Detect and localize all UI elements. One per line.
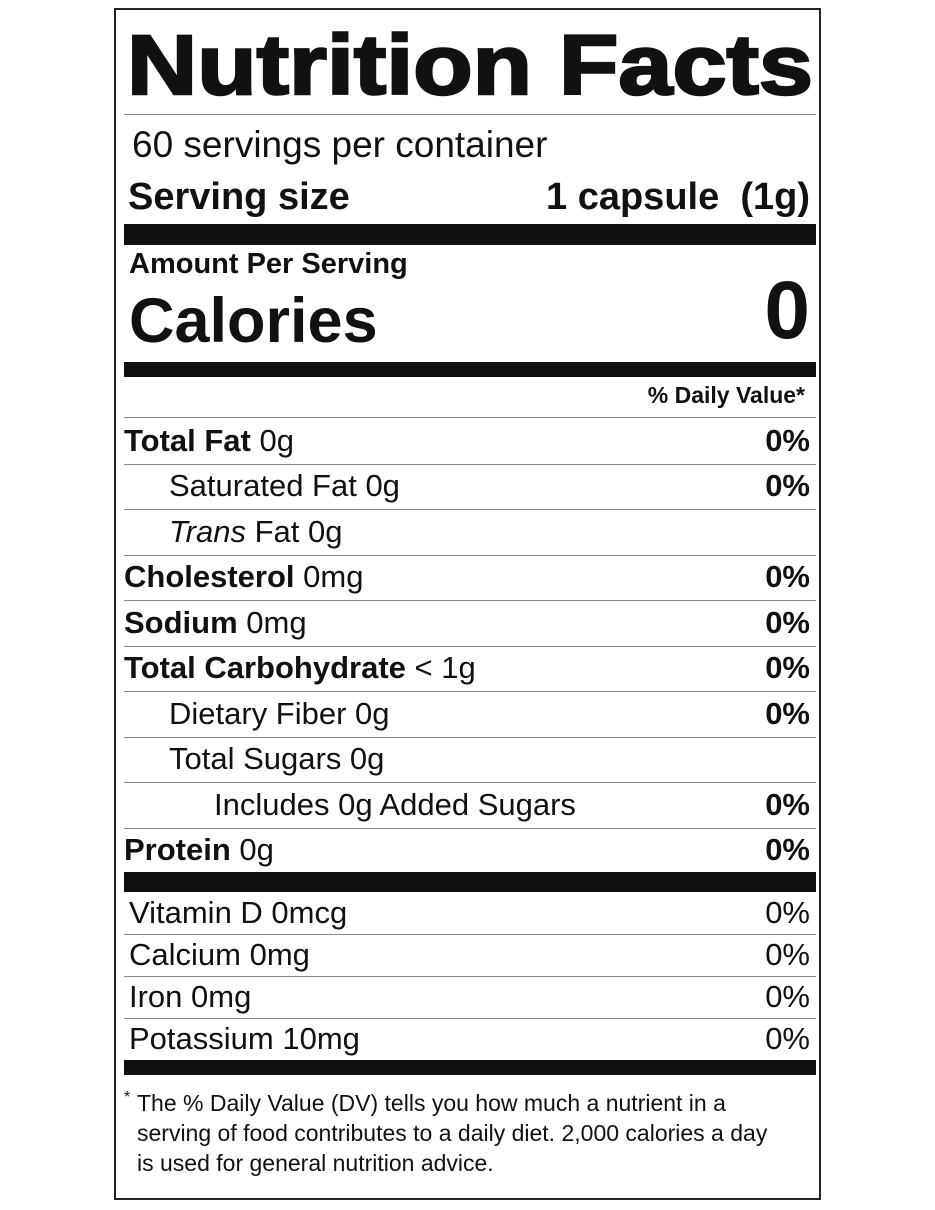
nutrient-amount: 0mg	[303, 559, 364, 595]
label-border	[114, 8, 821, 1200]
nutrient-dv: 0%	[765, 468, 810, 504]
nutrient-label: Saturated Fat 0g	[169, 468, 400, 504]
nutrient-amount: 0g	[239, 832, 274, 868]
nutrient-name-bold: Total Carbohydrate	[124, 650, 406, 686]
nutrient-dv: 0%	[765, 786, 810, 822]
rule	[124, 463, 816, 465]
nutrient-row: Saturated Fat 0g 0%	[124, 464, 810, 510]
vitamin-row: Iron 0mg 0%	[129, 976, 810, 1018]
vitamin-dv: 0%	[765, 937, 810, 972]
nutrient-dv: 0%	[765, 604, 810, 640]
footnote-text: The % Daily Value (DV) tells you how muc…	[137, 1090, 768, 1176]
nutrient-name: Cholesterol 0mg	[124, 559, 363, 595]
nutrient-name: Total Fat 0g	[124, 423, 294, 459]
nutrient-row: Cholesterol 0mg 0%	[124, 555, 810, 601]
nutrient-name: Includes 0g Added Sugars	[124, 787, 576, 823]
rule	[124, 736, 816, 738]
thick-bar	[124, 872, 816, 892]
nutrient-name: Trans Fat 0g	[124, 514, 342, 550]
calories-value: 0	[764, 265, 810, 356]
nutrient-dv: 0%	[765, 695, 810, 731]
serving-size: 1 capsule (1g)	[546, 176, 810, 218]
nutrient-amount: < 1g	[414, 650, 476, 686]
nutrient-row: Includes 0g Added Sugars 0%	[124, 782, 810, 828]
amount-per-serving: Amount Per Serving	[129, 248, 408, 280]
calories-label: Calories	[129, 286, 378, 356]
rule	[124, 691, 816, 692]
servings: 60 servings per container	[132, 124, 548, 165]
rule	[124, 114, 816, 115]
rule	[124, 645, 816, 647]
nutrient-name: Protein 0g	[124, 832, 274, 868]
rule	[124, 782, 816, 783]
nutrient-name: Dietary Fiber 0g	[124, 696, 390, 732]
vitamin-dv: 0%	[765, 979, 810, 1014]
nutrient-italic: Trans	[169, 513, 246, 549]
nutrient-label: Includes 0g Added Sugars	[214, 786, 576, 822]
nutrient-dv: 0%	[765, 422, 810, 458]
rule	[124, 934, 816, 935]
nutrient-label: Total Sugars 0g	[169, 741, 385, 777]
vitamin-label: Vitamin D 0mcg	[129, 895, 348, 930]
nutrient-name-bold: Sodium	[124, 604, 238, 640]
daily-value-header: % Daily Value*	[647, 382, 805, 408]
footnote-mark: *	[124, 1089, 131, 1106]
nutrient-row: Total Sugars 0g	[124, 737, 810, 783]
nutrient-label: Fat 0g	[254, 513, 343, 549]
vitamin-label: Calcium 0mg	[129, 937, 310, 972]
nutrient-row: Protein 0g 0%	[124, 828, 810, 874]
serving-size-label: Serving size	[128, 176, 350, 218]
vitamin-row: Potassium 10mg 0%	[129, 1018, 810, 1060]
thick-bar	[124, 362, 816, 377]
nutrient-row: Total Fat 0g 0%	[124, 418, 810, 464]
nutrient-dv: 0%	[765, 650, 810, 686]
nutrient-name: Total Carbohydrate < 1g	[124, 650, 476, 686]
nutrient-row: Total Carbohydrate < 1g 0%	[124, 646, 810, 692]
vitamin-label: Potassium 10mg	[129, 1021, 360, 1056]
nutrient-dv: 0%	[765, 559, 810, 595]
vitamin-row: Calcium 0mg 0%	[129, 934, 810, 976]
nutrient-name: Total Sugars 0g	[124, 741, 384, 777]
rule	[124, 1018, 816, 1019]
nutrient-name: Sodium 0mg	[124, 605, 307, 641]
nutrient-name-bold: Total Fat	[124, 422, 251, 458]
nutrient-row: Dietary Fiber 0g 0%	[124, 691, 810, 737]
rule	[124, 509, 816, 510]
title-svg: Nutrition Facts	[126, 22, 814, 112]
nutrient-row: Trans Fat 0g	[124, 509, 810, 555]
rule	[124, 600, 816, 601]
title: Nutrition Facts	[127, 22, 813, 112]
thick-bar	[124, 1060, 816, 1075]
nutrient-amount: 0g	[259, 422, 294, 458]
nutrient-amount: 0mg	[246, 604, 307, 640]
nutrient-name-bold: Cholesterol	[124, 559, 295, 595]
nutrient-name: Saturated Fat 0g	[124, 468, 400, 504]
rule	[124, 827, 816, 829]
nutrient-label: Dietary Fiber 0g	[169, 695, 390, 731]
nutrient-name-bold: Protein	[124, 832, 231, 868]
nutrient-row: Sodium 0mg 0%	[124, 600, 810, 646]
rule	[124, 976, 816, 977]
nutrient-dv: 0%	[765, 832, 810, 868]
vitamin-label: Iron 0mg	[129, 979, 252, 1014]
rule	[124, 417, 816, 418]
thick-bar	[124, 224, 816, 245]
rule	[124, 554, 816, 556]
vitamin-row: Vitamin D 0mcg 0%	[129, 892, 810, 934]
vitamin-dv: 0%	[765, 895, 810, 930]
vitamin-dv: 0%	[765, 1021, 810, 1056]
